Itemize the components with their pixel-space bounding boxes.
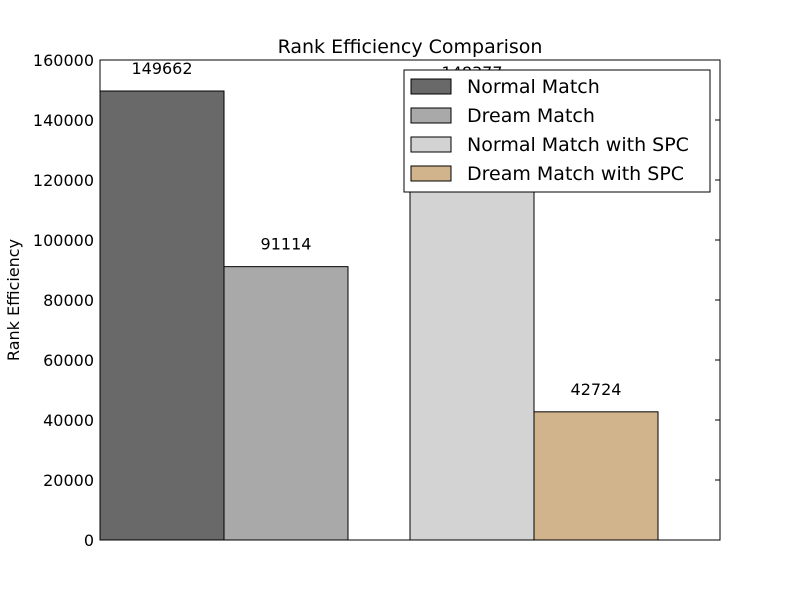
legend-swatch: [410, 107, 452, 124]
bar-value-label: 42724: [571, 380, 622, 399]
y-axis-ticks: 0 20000 40000 60000 80000 100000 120000 140000 1…: [33, 51, 720, 550]
legend-label: Dream Match with SPC: [467, 163, 684, 185]
y-tick-label: 20000: [43, 471, 94, 490]
legend-swatch: [410, 78, 452, 95]
bar: [99, 90, 225, 541]
bar-value-label: 91114: [261, 235, 312, 254]
y-axis-label: Rank Efficiency: [4, 239, 23, 361]
legend: Normal Match Dream Match Normal Match with…: [403, 69, 711, 193]
bar: [533, 411, 659, 541]
y-tick-label: 120000: [33, 171, 94, 190]
y-tick-label: 40000: [43, 411, 94, 430]
legend-swatch: [410, 165, 452, 182]
y-tick-label: 0: [84, 531, 94, 550]
y-tick-label: 60000: [43, 351, 94, 370]
y-tick-label: 140000: [33, 111, 94, 130]
legend-label: Dream Match: [467, 105, 595, 127]
chart-title: Rank Efficiency Comparison: [278, 36, 543, 58]
bar-value-label: 149662: [131, 59, 192, 78]
y-tick-label: 80000: [43, 291, 94, 310]
legend-label: Normal Match with SPC: [467, 134, 689, 156]
y-tick-label: 160000: [33, 51, 94, 70]
y-tick-label: 100000: [33, 231, 94, 250]
bar: [223, 266, 349, 541]
plot-frame: [99, 59, 721, 541]
legend-label: Normal Match: [467, 76, 600, 98]
legend-box: [403, 69, 711, 193]
legend-swatch: [410, 136, 452, 153]
